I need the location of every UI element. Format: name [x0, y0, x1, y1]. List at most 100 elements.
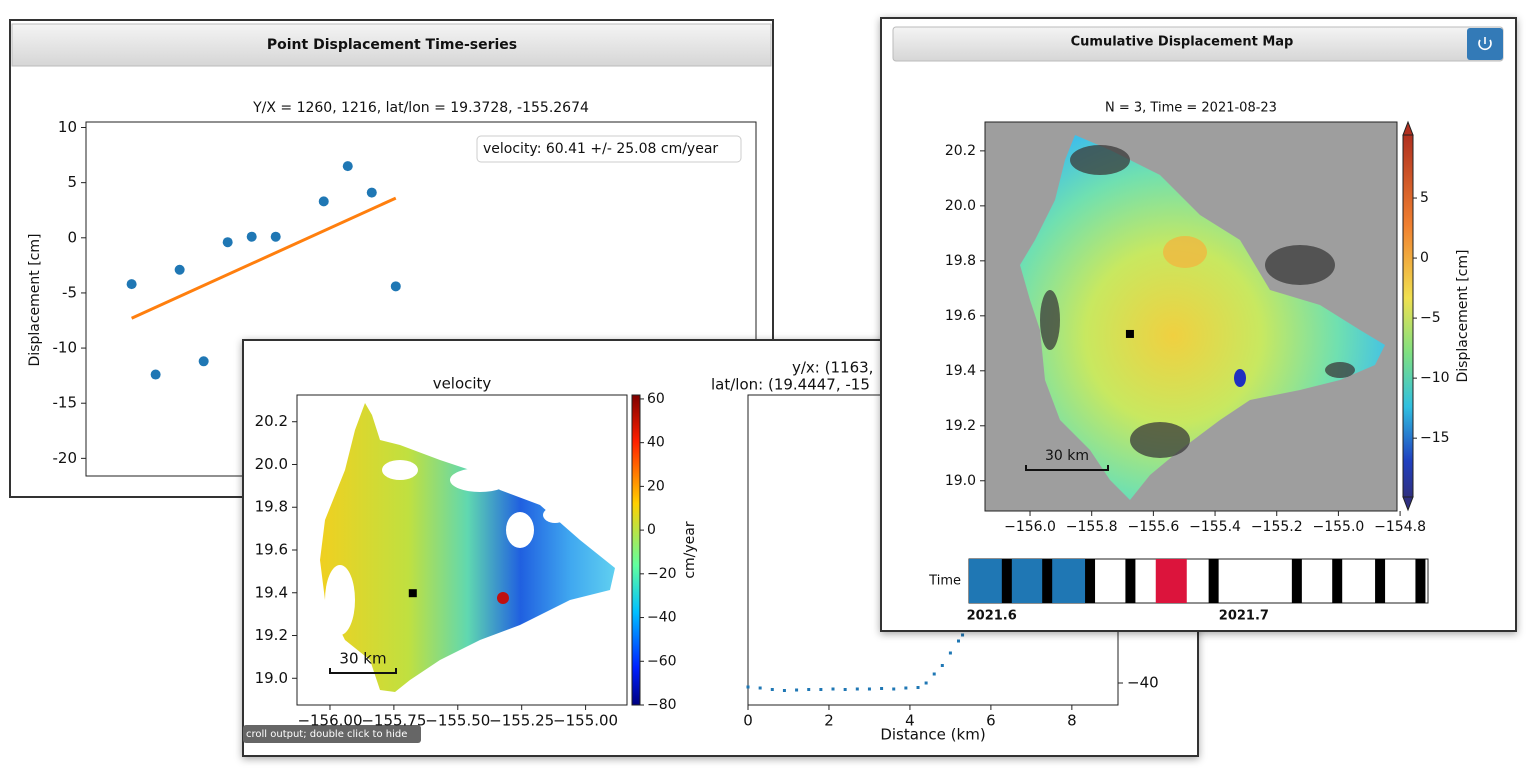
y-tick-label: -15 — [53, 394, 78, 412]
y-tick-label: 5 — [67, 173, 77, 191]
y-tick-label: 20.2 — [255, 412, 288, 430]
y-tick-label: 19.0 — [945, 473, 976, 489]
y-tick-label: 19.6 — [945, 308, 976, 324]
annotation-box — [476, 135, 742, 163]
x-tick-label: 6 — [986, 712, 996, 730]
data-point — [390, 281, 401, 292]
y-tick-label: 19.2 — [945, 418, 976, 434]
y-tick-label: 19.4 — [945, 363, 976, 379]
y-tick-label: 19.8 — [945, 253, 976, 269]
x-tick-label: −154.8 — [1374, 519, 1426, 535]
data-point — [246, 231, 257, 242]
y-tick-label: 19.2 — [255, 626, 288, 644]
colorbar-label: cm/year — [682, 521, 698, 579]
x-tick-label: −155.4 — [1189, 519, 1241, 535]
colorbar-tick-label: −20 — [647, 566, 677, 582]
profile-point — [961, 633, 965, 637]
plot-subtitle: lat/lon: (19.4447, -15 — [711, 376, 870, 394]
profile-point — [957, 639, 961, 643]
data-point — [198, 356, 209, 367]
scale-bar-label: 30 km — [339, 650, 386, 668]
profile-point — [782, 689, 786, 692]
acquisition-date — [1208, 559, 1219, 603]
profile-point — [867, 687, 871, 691]
data-point — [270, 231, 281, 242]
x-tick-label: −155.2 — [1251, 519, 1303, 535]
acquisition-date — [1291, 559, 1302, 603]
data-point — [150, 369, 161, 380]
x-tick-label: 0 — [743, 712, 753, 730]
data-point — [126, 279, 137, 290]
x-tick-label: 2021.7 — [1219, 609, 1269, 624]
colorbar-label: Displacement [cm] — [1455, 250, 1471, 383]
acquisition-date — [1415, 559, 1426, 603]
colorbar-tick-label: −80 — [647, 697, 677, 713]
acquisition-date — [1042, 559, 1053, 603]
y-tick-label: 19.4 — [255, 583, 288, 601]
x-tick-label: −156.00 — [297, 712, 362, 730]
x-tick-label: 4 — [905, 712, 915, 730]
profile-point — [795, 688, 799, 692]
plot-title: Y/X = 1260, 1216, lat/lon = 19.3728, -15… — [252, 100, 589, 116]
profile-point — [932, 672, 936, 676]
colorbar-tick-label: −10 — [1420, 370, 1450, 386]
window-header — [11, 23, 772, 67]
acquisition-date — [1125, 559, 1136, 603]
profile-point — [948, 651, 952, 655]
window-title: Point Displacement Time-series — [267, 37, 517, 53]
profile-point — [892, 687, 896, 691]
y-tick-label: −40 — [1127, 674, 1159, 692]
plot-title: velocity — [433, 375, 492, 393]
x-tick-label: −155.8 — [1066, 519, 1118, 535]
colorbar-tick-label: 5 — [1420, 190, 1429, 206]
x-tick-label: 2 — [824, 712, 834, 730]
data-point — [366, 187, 377, 198]
acquisition-date — [1085, 559, 1096, 603]
profile-point — [770, 688, 774, 691]
hotspot — [497, 592, 509, 604]
x-tick-label: 2021.6 — [967, 609, 1017, 624]
y-axis-label: Displacement [cm] — [27, 234, 43, 367]
x-tick-label: −155.6 — [1127, 519, 1179, 535]
timeline-range — [969, 559, 1091, 603]
scale-bar — [329, 668, 397, 674]
plot-title: y/x: (1163, — [792, 359, 873, 377]
x-tick-label: −155.00 — [553, 712, 618, 730]
colorbar-tick-label: −5 — [1420, 310, 1441, 326]
plot-title: N = 3, Time = 2021-08-23 — [1105, 101, 1277, 116]
tooltip — [243, 725, 421, 743]
data-point — [174, 264, 185, 275]
data-point — [222, 237, 233, 248]
profile-point — [746, 685, 750, 689]
y-tick-label: -10 — [53, 339, 78, 357]
no-data-patches — [325, 460, 567, 635]
x-tick-label: 8 — [1067, 712, 1077, 730]
selected-date — [1155, 559, 1187, 603]
annotation: velocity: 60.41 +/- 25.08 cm/year — [483, 141, 718, 157]
x-tick-label: −156.0 — [1004, 519, 1056, 535]
colorbar-tick-label: −60 — [647, 653, 677, 669]
colorbar-tick-label: 0 — [647, 522, 656, 538]
colorbar-tick-label: 40 — [647, 435, 665, 451]
tooltip-text: croll output; double click to hide — [246, 729, 407, 740]
data-point — [342, 161, 353, 172]
timeline-label: Time — [928, 574, 961, 589]
y-tick-label: 20.0 — [945, 198, 976, 214]
power-icon — [1478, 37, 1492, 51]
colorbar-tick-label: 60 — [647, 391, 665, 407]
colorbar-tick-label: −15 — [1420, 430, 1450, 446]
shaded-relief-patches — [1040, 145, 1355, 458]
profile-point — [916, 686, 920, 689]
selected-point — [408, 589, 417, 598]
uplift-region — [1163, 236, 1207, 268]
y-tick-label: -5 — [62, 283, 77, 301]
trend-line — [131, 196, 397, 320]
y-tick-label: 19.6 — [255, 541, 288, 559]
colorbar — [1402, 134, 1414, 498]
map-window: Cumulative Displacement Map 20.2 20.0 19.8… — [880, 17, 1517, 632]
y-tick-label: 20.2 — [945, 143, 976, 159]
y-tick-label: 0 — [67, 228, 77, 246]
y-tick-label: 19.8 — [255, 498, 288, 516]
selected-point — [1125, 329, 1134, 338]
